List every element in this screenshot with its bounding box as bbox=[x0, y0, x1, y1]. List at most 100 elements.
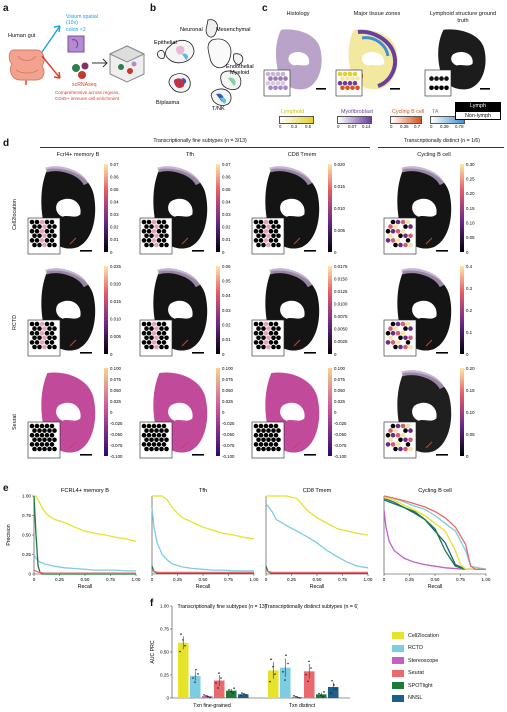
map-r2-c1-inset-spot bbox=[161, 442, 167, 447]
map-r2-c0-colorbar bbox=[104, 368, 108, 456]
pr-xtick-label-2-4: 1.00 bbox=[364, 577, 373, 582]
pr-xtick-label-2-0: 0 bbox=[265, 577, 268, 582]
map-r0-c2-inset-spot bbox=[271, 233, 276, 239]
map-r2-c0-cbar-tick: 0.025 bbox=[110, 399, 122, 404]
map-r2-c0-cbar-tick: 0.050 bbox=[110, 388, 122, 393]
map-r2-c1-inset-spot bbox=[154, 428, 159, 433]
map-r0-c3-inset-spot bbox=[398, 242, 403, 248]
bar-point-0-5 bbox=[241, 692, 243, 694]
map-r2-c0-inset-spot bbox=[39, 432, 45, 438]
map-r2-c3-inset-spot bbox=[388, 437, 393, 443]
map-r0-c2-inset-spot bbox=[253, 219, 259, 225]
map-r0-c0-cbar-tick: 0.01 bbox=[110, 237, 119, 242]
bar-point-1-5 bbox=[335, 688, 337, 690]
map-r1-c2-histology-overlay bbox=[269, 268, 313, 288]
map-r0-c3-cbar-tick: 0.10 bbox=[466, 220, 475, 225]
map-r1-c3-inset-spot bbox=[395, 340, 401, 345]
map-r1-c3-inset-spot bbox=[400, 340, 406, 345]
pr-xtick-label-3-1: 0.25 bbox=[405, 577, 414, 582]
flow-arrows bbox=[41, 25, 61, 79]
map-r1-c0-cbar-tick: 0.015 bbox=[110, 299, 122, 304]
bar-1-5 bbox=[328, 686, 339, 698]
map-r2-c2-inset-spot bbox=[266, 428, 271, 433]
map-r1-c1-inset-spot bbox=[161, 321, 167, 327]
map-r2-c3-tissue-lumen bbox=[412, 402, 437, 421]
map-r2-c3-inset-spot bbox=[398, 437, 403, 443]
pr-ytick-label-0-1: 0.25 bbox=[22, 552, 31, 557]
map-r1-c1-histology-overlay bbox=[157, 268, 201, 288]
zones-inset-spot bbox=[347, 80, 353, 86]
map-r0-c3-inset-spot bbox=[390, 219, 396, 225]
pr-line-3-0 bbox=[383, 509, 486, 570]
map-r2-c0-inset-spot bbox=[52, 437, 57, 443]
map-r2-c1-inset-spot bbox=[146, 442, 152, 447]
map-r0-c0-inset-spot bbox=[52, 233, 57, 239]
map-r2-c3-inset-spot bbox=[403, 428, 408, 433]
map-r0-c1-cbar-tick: 0 bbox=[222, 250, 225, 255]
map-r2-c0-inset-spot bbox=[37, 437, 42, 443]
map-r0-c3-cbar-tick: 0 bbox=[466, 250, 469, 255]
pr-line-1-1 bbox=[151, 507, 254, 572]
zones-tissue-lumen bbox=[361, 52, 385, 66]
map-r2-c2-inset-spot bbox=[276, 446, 281, 452]
map-r0-c0-inset-spot bbox=[37, 242, 42, 248]
bar-point-0-5 bbox=[243, 693, 245, 695]
map-r0-c1-inset-spot bbox=[146, 219, 152, 225]
zone-cbar-ta-tick-0: 0 bbox=[430, 124, 433, 129]
histology-inset-spot bbox=[265, 80, 271, 86]
lymph-inset-spot bbox=[431, 71, 437, 77]
map-r1-c2-inset bbox=[251, 319, 285, 357]
map-r1-c2-inset-spot bbox=[271, 326, 276, 331]
map-r0-c2-inset-spot bbox=[273, 238, 279, 243]
lymph-inset-spot bbox=[426, 71, 432, 77]
map-r0-c2-arrow bbox=[293, 237, 301, 245]
map-r1-c0-cbar-tick: 0.005 bbox=[110, 334, 122, 339]
bar-point-0-4 bbox=[230, 690, 232, 693]
map-r0-c0-inset-spot bbox=[47, 233, 52, 239]
map-r2-c3-inset-spot bbox=[405, 432, 411, 438]
bar-point-1-3 bbox=[310, 667, 312, 669]
pr-xtick-label-2-3: 0.75 bbox=[338, 577, 347, 582]
map-r1-c1-inset-spot bbox=[141, 340, 147, 345]
pr-xtick-label-1-1: 0.25 bbox=[173, 577, 182, 582]
map-r2-c1-inset-spot bbox=[146, 423, 152, 429]
map-r1-c0-inset-spot bbox=[37, 344, 42, 350]
visium-line-3: colon ×2 bbox=[66, 26, 86, 33]
map-r0-c2-cbar-tick: 0.010 bbox=[334, 206, 346, 211]
map-r2-c1-inset-spot bbox=[164, 446, 169, 452]
bar-point-0-0 bbox=[180, 633, 182, 635]
map-r2-c2-scalebar bbox=[304, 454, 316, 456]
map-r2-c2-inset-spot bbox=[268, 423, 274, 429]
histology-inset bbox=[263, 69, 291, 97]
map-r2-c3-scalebar bbox=[436, 454, 448, 456]
pr-ytick-label-0-4: 1.00 bbox=[22, 494, 31, 499]
map-r1-c1-inset-spot bbox=[144, 326, 149, 331]
map-r2-c2-cbar-tick: -0.050 bbox=[334, 432, 347, 437]
pr-title-1: Tfh bbox=[199, 488, 207, 494]
map-r1-c0-colorbar bbox=[104, 266, 108, 354]
pr-xtick-label-0-4: 1.00 bbox=[132, 577, 141, 582]
bar-point-1-3 bbox=[307, 680, 309, 683]
map-r2-c0-inset-spot bbox=[47, 437, 52, 443]
map-r0-c3-inset-spot bbox=[408, 224, 413, 229]
zone-cbar-ta bbox=[430, 116, 465, 124]
map-r0-c3-inset-spot bbox=[398, 224, 403, 229]
map-r1-c3-inset-spot bbox=[393, 335, 398, 341]
map-r1-c3-inset bbox=[383, 319, 417, 357]
map-r2-c3-colorbar bbox=[460, 368, 464, 456]
map-r1-c1-inset-spot bbox=[164, 344, 169, 350]
umap-label-endothelial: Endothelial bbox=[226, 64, 254, 70]
map-r0-c0-inset-spot bbox=[39, 219, 45, 225]
map-r1-c0-inset bbox=[27, 319, 61, 357]
map-r1-c0-inset-spot bbox=[44, 340, 50, 345]
pr-xtick-label-0-1: 0.25 bbox=[55, 577, 64, 582]
pr-line-0-1 bbox=[33, 554, 136, 572]
bar-category-label-1: Txn distinct bbox=[289, 703, 316, 709]
bar-ytick-label-3: 0.75 bbox=[160, 627, 169, 632]
map-r2-c0-inset-spot bbox=[29, 423, 35, 429]
map-r0-c3-inset-spot bbox=[385, 238, 391, 243]
map-r1-c2-inset-spot bbox=[273, 330, 279, 336]
map-r1-c2-cbar-tick: 0.0175 bbox=[334, 264, 348, 269]
map-r2-c1-inset-spot bbox=[141, 432, 147, 438]
map-r0-c2-inset-spot bbox=[263, 228, 269, 234]
